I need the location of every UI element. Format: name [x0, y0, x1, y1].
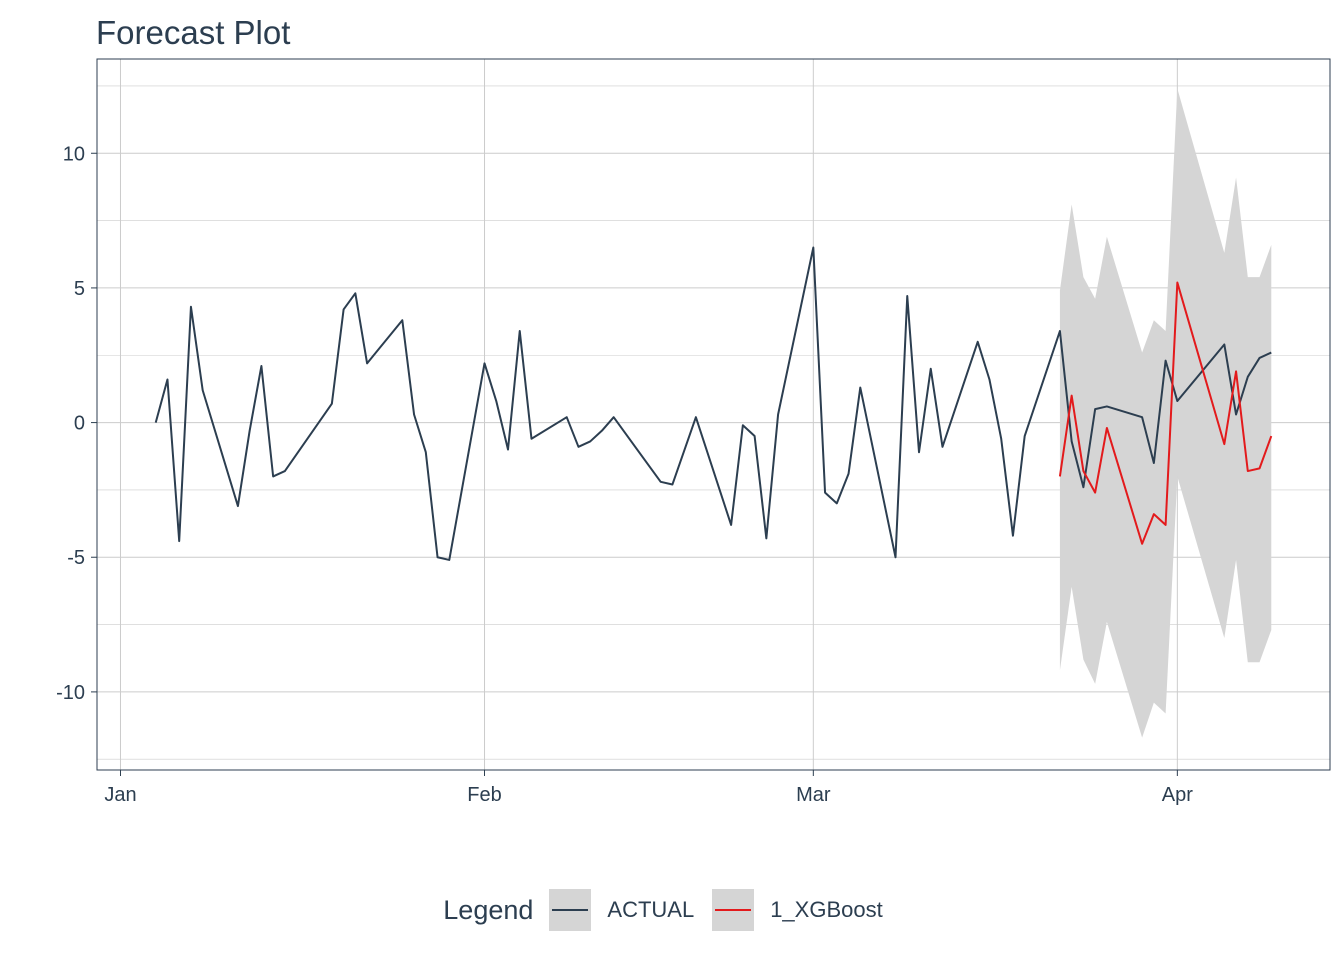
- legend-label-actual: ACTUAL: [607, 897, 695, 922]
- legend-item-actual: ACTUAL: [549, 889, 694, 931]
- plot-area: -10 -5 0 5 10 Jan Feb Mar Apr: [56, 58, 1331, 806]
- y-tick-label: 10: [63, 143, 85, 165]
- panel-border: [96, 58, 1331, 771]
- confidence-band: [1059, 88, 1272, 738]
- legend-line-actual: [552, 909, 589, 911]
- series-line-1-xgboost: [1058, 281, 1273, 545]
- legend-label-xgboost: 1_XGBoost: [770, 897, 883, 922]
- x-tick-label: Mar: [796, 784, 831, 806]
- legend-key-actual: [549, 889, 592, 931]
- legend-item-xgboost: 1_XGBoost: [712, 889, 883, 931]
- legend-key-xgboost: [712, 889, 755, 931]
- legend-title: Legend: [443, 894, 534, 925]
- x-tick-label: Jan: [104, 784, 136, 806]
- y-tick-label: -5: [67, 547, 85, 569]
- legend-line-xgboost: [715, 909, 752, 911]
- legend: Legend ACTUAL 1_XGBoost: [0, 880, 1344, 940]
- series-lines: [154, 246, 1273, 561]
- forecast-band: [1059, 88, 1272, 738]
- y-tick-label: 0: [74, 413, 85, 435]
- y-tick-label: -10: [56, 682, 85, 704]
- x-tick-label: Feb: [467, 784, 501, 806]
- axis-ticks: -10 -5 0 5 10 Jan Feb Mar Apr: [56, 143, 1193, 806]
- y-tick-label: 5: [74, 278, 85, 300]
- x-tick-label: Apr: [1162, 784, 1193, 806]
- chart-title: Forecast Plot: [96, 14, 291, 51]
